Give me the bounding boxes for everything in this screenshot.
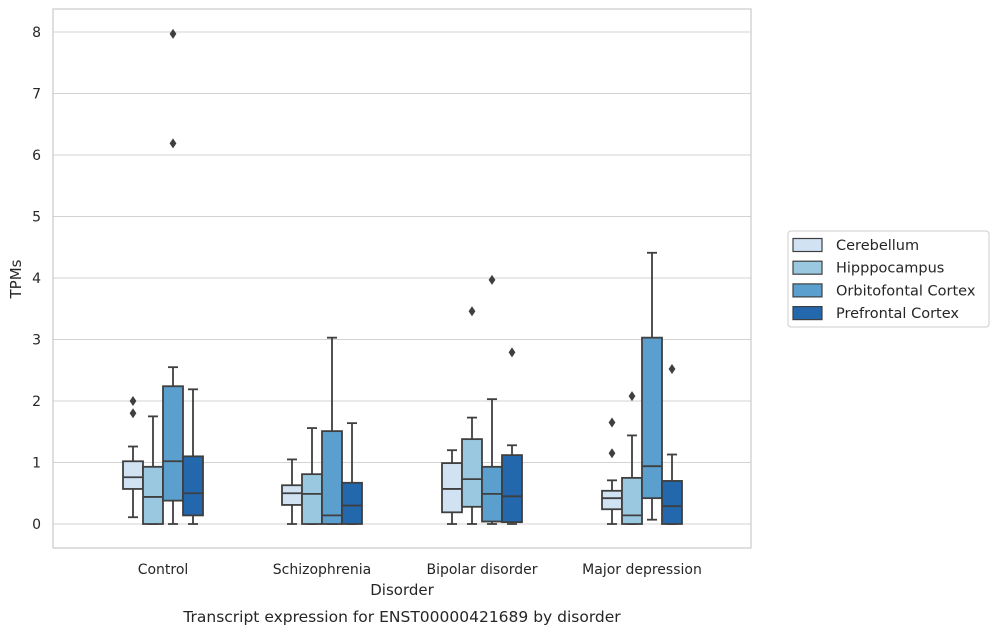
outlier-point [169,138,177,149]
legend-label: Cerebellum [836,238,919,254]
box-body [321,430,343,525]
legend-swatch [792,306,823,321]
box-0-0 [122,396,144,519]
box-body [341,481,363,525]
box-3-0 [182,388,204,525]
chart-title: Transcript expression for ENST0000042168… [182,608,621,626]
box-1-0 [142,415,164,525]
box-body [601,489,623,511]
legend: Cerebellum Hipppocampus Orbitofontal Corte… [787,230,990,328]
outlier-point [668,364,676,375]
y-tick-label: 5 [32,210,41,226]
box-body [641,336,663,500]
box-body [142,465,164,525]
box-0-2 [441,449,463,525]
box-1-3 [621,391,643,525]
outlier-point [488,274,496,285]
outlier-point [169,28,177,39]
y-tick-label: 8 [32,25,41,41]
box-body [661,480,683,525]
box-0-3 [601,417,623,525]
legend-frame [787,230,990,328]
box-2-1 [321,336,343,525]
x-tick-labels: Control Schizophrenia Bipolar disorder Majo… [138,562,702,578]
box-body [162,385,184,502]
outlier-point [129,408,137,419]
box-3-2 [501,347,523,525]
plot-frame [52,8,752,549]
outlier-point [508,347,516,358]
y-tick-labels: 0 1 2 3 4 5 6 7 8 [32,25,41,533]
x-tick-label: Schizophrenia [273,562,371,578]
box-body [281,484,303,506]
box-3-3 [661,364,683,525]
x-tick-label: Bipolar disorder [426,562,537,578]
y-axis-label: TPMs [7,259,25,299]
outlier-point [608,448,616,459]
outlier-point [608,417,616,428]
box-2-0 [162,28,184,525]
legend-swatch [792,237,823,253]
legend-swatch [792,260,823,275]
y-tick-label: 6 [32,148,41,164]
box-body [501,454,523,524]
box-body [441,462,463,514]
box-body [122,460,144,490]
box-body [461,438,483,508]
box-body [621,476,643,525]
y-tick-label: 3 [32,333,41,349]
legend-swatch [792,283,823,298]
box-2-2 [481,274,503,525]
y-tick-label: 7 [32,87,41,103]
box-body [301,473,323,525]
legend-label: Orbitofontal Cortex [836,283,976,299]
box-body [182,455,204,517]
x-tick-label: Control [138,562,189,578]
outlier-point [628,391,636,402]
box-1-2 [461,306,483,525]
legend-label: Hipppocampus [836,261,944,277]
y-tick-label: 2 [32,394,41,410]
box-1-1 [301,427,323,525]
box-3-1 [341,422,363,525]
x-tick-label: Major depression [582,562,702,578]
y-tick-label: 4 [32,271,41,287]
y-tick-label: 0 [32,517,41,533]
x-axis-label: Disorder [370,581,434,599]
box-2-3 [641,251,663,521]
outlier-point [129,396,137,406]
y-tick-label: 1 [32,456,41,472]
outlier-point [468,306,476,317]
legend-label: Prefrontal Cortex [836,306,959,322]
box-0-1 [281,458,303,525]
boxes [122,28,683,525]
